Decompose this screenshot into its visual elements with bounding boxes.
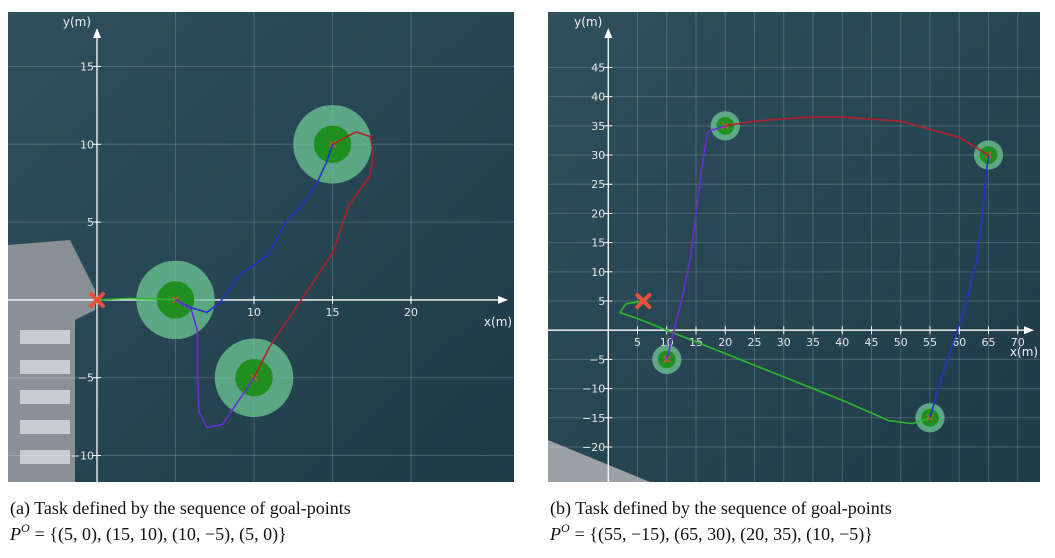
x-tick-label: 5 [634, 336, 641, 349]
caption-formula: PO = {(55, −15), (65, 30), (20, 35), (10,… [549, 521, 873, 545]
y-tick-label: −10 [71, 450, 94, 463]
set: = {(5, 0), (15, 10), (10, −5), (5, 0)} [35, 524, 287, 545]
y-axis-label: y(m) [63, 15, 91, 29]
x-tick-label: 25 [748, 336, 762, 349]
y-tick-label: 25 [591, 178, 605, 191]
captions: (a) Task defined by the sequence of goal… [9, 498, 892, 545]
x-tick-label: 35 [806, 336, 820, 349]
superscript: O [561, 521, 570, 535]
x-tick-label: 50 [894, 336, 908, 349]
y-tick-label: 5 [87, 216, 94, 229]
x-tick-label: 30 [777, 336, 791, 349]
figure: 5 10 15 20 −10 −5 5 10 15 x(m) y(m) 5 10 15 20 25 30 35 4… [0, 0, 1055, 558]
y-tick-label: 15 [591, 237, 605, 250]
x-tick-label: 15 [326, 306, 340, 319]
satellite-image [548, 12, 1040, 482]
y-tick-label: 10 [591, 266, 605, 279]
x-tick-label: 55 [923, 336, 937, 349]
y-tick-label: 10 [80, 138, 94, 151]
symbol: P [9, 524, 21, 544]
y-tick-label: 30 [591, 149, 605, 162]
x-tick-label: 20 [404, 306, 418, 319]
caption: (b) Task defined by the sequence of goal… [550, 498, 892, 519]
x-tick-label: 20 [718, 336, 732, 349]
y-tick-label: 45 [591, 61, 605, 74]
set: = {(55, −15), (65, 30), (20, 35), (10, −… [575, 524, 873, 545]
y-tick-label: −10 [582, 383, 605, 396]
x-axis-label: x(m) [484, 315, 512, 329]
caption-formula: PO = {(5, 0), (15, 10), (10, −5), (5, 0)} [9, 521, 287, 545]
caption: (a) Task defined by the sequence of goal… [10, 498, 351, 519]
y-tick-label: 15 [80, 60, 94, 73]
y-tick-label: −20 [582, 441, 605, 454]
x-tick-label: 10 [247, 306, 261, 319]
y-axis-label: y(m) [574, 15, 602, 29]
x-axis-label: x(m) [1010, 345, 1038, 359]
superscript: O [21, 521, 30, 535]
x-tick-label: 45 [865, 336, 879, 349]
y-tick-label: 20 [591, 207, 605, 220]
y-tick-label: 40 [591, 91, 605, 104]
page: 5 10 15 20 −10 −5 5 10 15 x(m) y(m) 5 10 15 20 25 30 35 4… [0, 0, 1055, 558]
y-tick-label: −5 [78, 372, 94, 385]
symbol: P [549, 524, 561, 544]
y-tick-label: 5 [598, 295, 605, 308]
y-tick-label: −15 [582, 412, 605, 425]
y-tick-label: −5 [589, 353, 605, 366]
y-tick-label: 35 [591, 120, 605, 133]
x-tick-label: 40 [835, 336, 849, 349]
x-tick-label: 65 [982, 336, 996, 349]
